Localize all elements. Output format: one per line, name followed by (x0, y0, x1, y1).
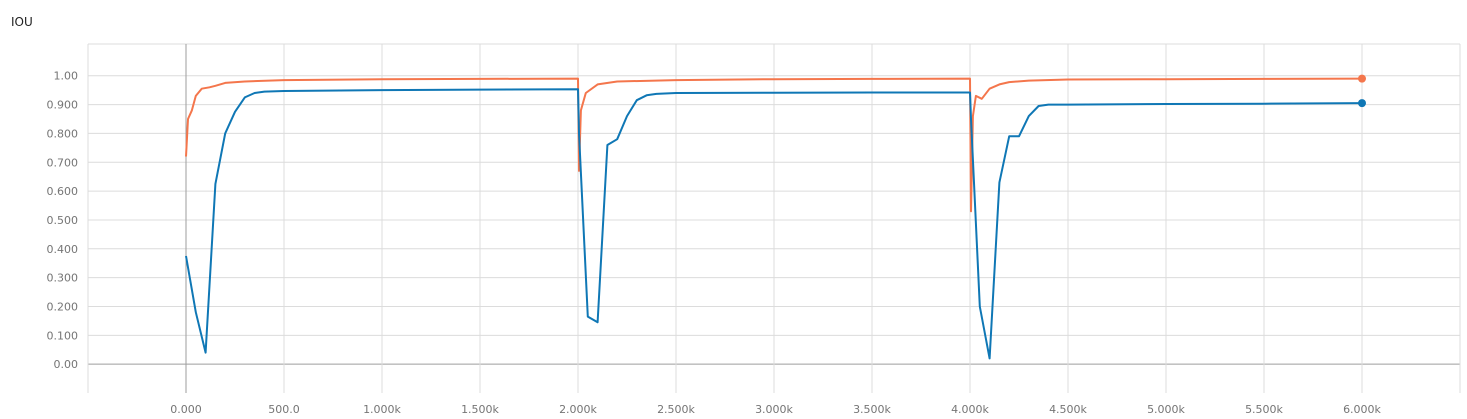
y-tick-label: 0.400 (47, 243, 79, 256)
grid-lines (87, 43, 1461, 393)
x-tick-label: 5.000k (1147, 403, 1185, 416)
series-end-marker-2 (1358, 99, 1366, 108)
x-tick-label: 500.0 (268, 403, 300, 416)
y-tick-label: 0.800 (47, 127, 79, 140)
y-tick-label: 0.600 (47, 185, 79, 198)
y-tick-label: 0.700 (47, 156, 79, 169)
y-tick-label: 0.300 (47, 272, 79, 285)
x-tick-label: 4.500k (1049, 403, 1087, 416)
y-tick-label: 0.900 (47, 99, 79, 112)
x-tick-label: 5.500k (1245, 403, 1283, 416)
series-layer (185, 74, 1366, 360)
y-tick-label: 0.200 (47, 300, 79, 313)
x-tick-label: 3.500k (853, 403, 891, 416)
y-tick-label: 0.500 (47, 214, 79, 227)
x-tick-label: 6.000k (1343, 403, 1381, 416)
series-line-2 (185, 88, 1363, 360)
x-tick-label: 1.000k (363, 403, 401, 416)
y-tick-label: 1.00 (54, 70, 79, 83)
chart-title: IOU (11, 15, 33, 29)
x-tick-label: 4.000k (951, 403, 989, 416)
x-tick-label: 3.000k (755, 403, 793, 416)
x-tick-label: 1.500k (461, 403, 499, 416)
x-tick-label: 0.000 (170, 403, 202, 416)
y-tick-label: 0.100 (47, 329, 79, 342)
x-tick-label: 2.000k (559, 403, 597, 416)
series-end-marker-1 (1358, 74, 1366, 83)
y-tick-label: 0.00 (54, 358, 79, 371)
x-tick-label: 2.500k (657, 403, 695, 416)
series-line-1 (185, 77, 1363, 213)
tick-labels: 0.00 0.100 0.200 0.300 0.400 0.500 0.600 0.700 0… (47, 70, 1382, 416)
